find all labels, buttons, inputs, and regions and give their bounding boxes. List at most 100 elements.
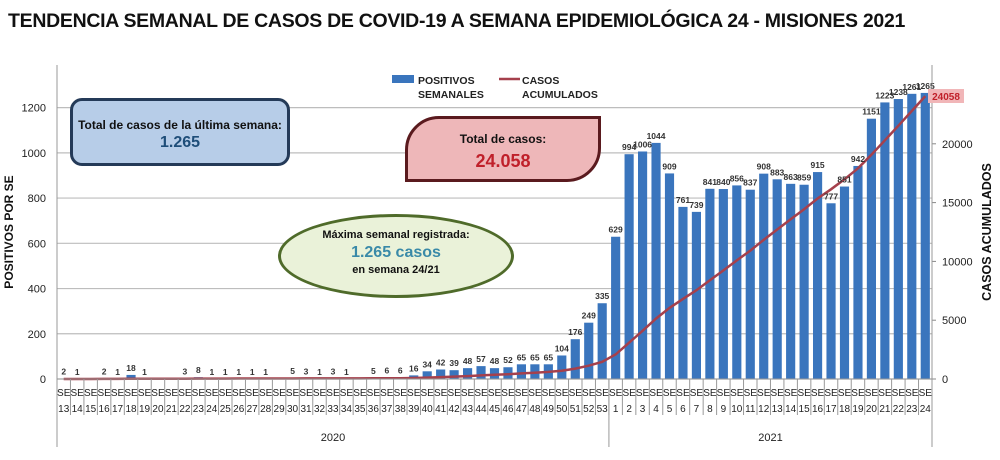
x-tick-prefix: SE: [246, 388, 260, 399]
bar-value-label: 249: [582, 311, 596, 321]
bar-value-label: 65: [544, 352, 554, 362]
x-tick-label: 22: [893, 404, 905, 415]
bar: [745, 189, 755, 379]
x-tick-prefix: SE: [878, 388, 892, 399]
x-tick-label: 20: [152, 404, 164, 415]
x-tick-prefix: SE: [730, 388, 744, 399]
x-tick-label: 24: [206, 404, 218, 415]
x-tick-prefix: SE: [744, 388, 758, 399]
x-tick-prefix: SE: [165, 388, 179, 399]
x-tick-prefix: SE: [838, 388, 852, 399]
bar-value-label: 908: [757, 162, 771, 172]
max-week-week: en semana 24/21: [352, 264, 440, 276]
bar-value-label: 840: [716, 177, 730, 187]
x-tick-label: 47: [516, 404, 528, 415]
bar-value-label: 65: [530, 352, 540, 362]
x-tick-prefix: SE: [690, 388, 704, 399]
bar-value-label: 1: [263, 367, 268, 377]
max-week-value: 1.265 casos: [351, 244, 441, 261]
x-tick-label: 51: [570, 404, 582, 415]
y-tick-label: 1200: [22, 103, 46, 115]
bar-value-label: 65: [517, 352, 527, 362]
x-tick-prefix: SE: [272, 388, 286, 399]
x-tick-prefix: SE: [515, 388, 529, 399]
bar: [907, 93, 917, 379]
final-cumulative-badge: [928, 89, 964, 103]
x-tick-label: 5: [667, 404, 673, 415]
x-tick-prefix: SE: [488, 388, 502, 399]
x-tick-prefix: SE: [232, 388, 246, 399]
x-tick-prefix: SE: [367, 388, 381, 399]
final-cumulative-label: 24058: [932, 92, 960, 103]
bar-value-label: 883: [770, 167, 784, 177]
x-tick-prefix: SE: [71, 388, 85, 399]
x-tick-label: 2: [626, 404, 632, 415]
right-axis-title: CASOS ACUMULADOS: [980, 163, 994, 301]
x-tick-prefix: SE: [663, 388, 677, 399]
x-tick-prefix: SE: [286, 388, 300, 399]
x-tick-prefix: SE: [582, 388, 596, 399]
bar: [813, 172, 823, 379]
bar: [557, 355, 567, 379]
x-tick-label: 46: [502, 404, 514, 415]
bar: [597, 303, 607, 379]
x-tick-label: 19: [139, 404, 151, 415]
x-tick-label: 38: [395, 404, 407, 415]
bar-value-label: 1: [317, 367, 322, 377]
x-tick-label: 43: [462, 404, 474, 415]
x-tick-label: 14: [785, 404, 797, 415]
x-tick-label: 10: [731, 404, 743, 415]
x-tick-prefix: SE: [421, 388, 435, 399]
x-tick-label: 39: [408, 404, 420, 415]
bar: [732, 185, 742, 379]
x-tick-prefix: SE: [313, 388, 327, 399]
bar-value-label: 42: [436, 358, 446, 368]
x-tick-prefix: SE: [717, 388, 731, 399]
x-tick-label: 32: [314, 404, 326, 415]
bar-value-label: 52: [503, 355, 513, 365]
x-tick-prefix: SE: [811, 388, 825, 399]
x-tick-label: 16: [99, 404, 111, 415]
bar-value-label: 48: [490, 356, 500, 366]
x-tick-label: 7: [694, 404, 700, 415]
bar-value-label: 837: [743, 178, 757, 188]
x-tick-label: 14: [72, 404, 84, 415]
x-tick-prefix: SE: [797, 388, 811, 399]
x-tick-prefix: SE: [851, 388, 865, 399]
x-tick-label: 4: [653, 404, 659, 415]
x-tick-prefix: SE: [407, 388, 421, 399]
legend-line-label: CASOS ACUMULADOS: [522, 75, 598, 101]
x-tick-prefix: SE: [474, 388, 488, 399]
y-tick-label: 1000: [22, 148, 46, 160]
x-tick-prefix: SE: [380, 388, 394, 399]
x-tick-prefix: SE: [569, 388, 583, 399]
bar-value-label: 2: [102, 367, 107, 377]
chart-title: TENDENCIA SEMANAL DE CASOS DE COVID-19 A…: [8, 10, 906, 32]
x-tick-label: 19: [852, 404, 864, 415]
x-tick-prefix: SE: [97, 388, 111, 399]
x-tick-prefix: SE: [299, 388, 313, 399]
x-tick-prefix: SE: [824, 388, 838, 399]
bar-value-label: 1: [209, 367, 214, 377]
x-tick-label: 42: [449, 404, 461, 415]
last-week-label: Total de casos de la última semana:: [78, 118, 282, 132]
x-tick-prefix: SE: [757, 388, 771, 399]
left-axis-title: POSITIVOS POR SE: [2, 175, 16, 288]
bar: [638, 151, 648, 379]
bar-value-label: 761: [676, 195, 690, 205]
x-tick-label: 37: [381, 404, 393, 415]
bar-value-label: 3: [331, 366, 336, 376]
bar: [463, 368, 473, 379]
bar-value-label: 1: [115, 367, 120, 377]
max-week-label: Máxima semanal registrada:: [322, 229, 470, 241]
bar-value-label: 39: [449, 358, 459, 368]
bar-value-label: 1265: [916, 81, 935, 91]
max-week-callout: Máxima semanal registrada: 1.265 casos e…: [278, 214, 514, 298]
bar-value-label: 48: [463, 356, 473, 366]
bar: [611, 236, 621, 379]
x-tick-prefix: SE: [905, 388, 919, 399]
bar: [516, 364, 526, 379]
x-tick-prefix: SE: [205, 388, 219, 399]
bar-value-label: 16: [409, 363, 419, 373]
bar-value-label: 6: [398, 366, 403, 376]
